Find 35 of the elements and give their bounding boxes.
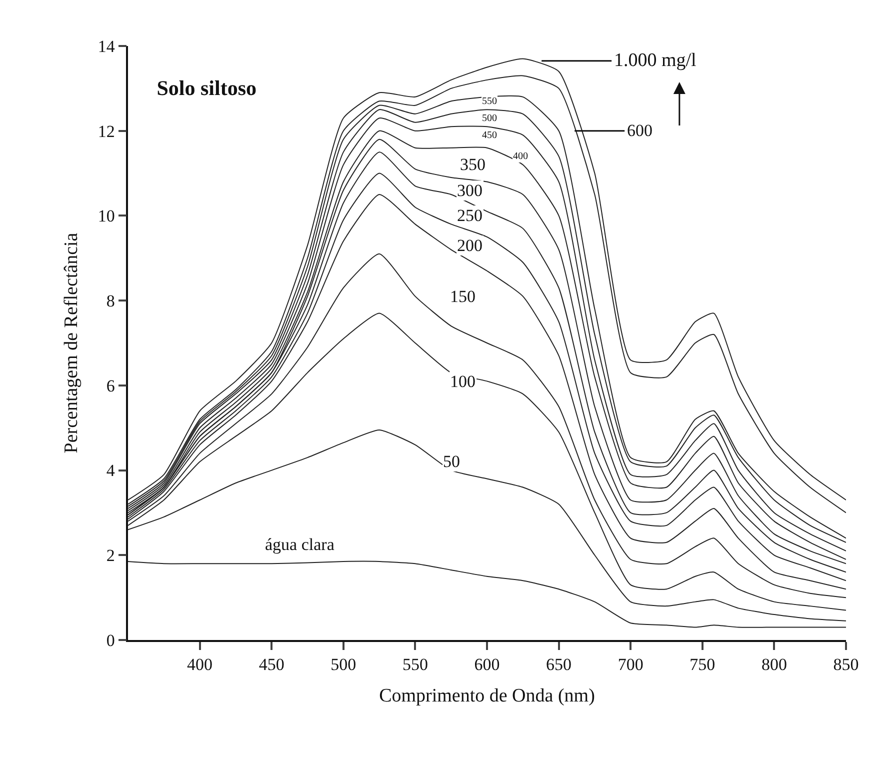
y-tick-label: 12 [98, 122, 115, 141]
x-tick-label: 600 [474, 655, 500, 674]
annotation: 1.000 mg/l [614, 50, 696, 71]
annotation: 300 [457, 181, 482, 200]
annotation: 150 [450, 287, 476, 306]
x-tick-label: 750 [690, 655, 716, 674]
y-tick-label: 6 [106, 376, 115, 396]
x-axis-title: Comprimento de Onda (nm) [379, 685, 595, 706]
annotation: 550 [482, 96, 497, 107]
x-tick-label: 800 [761, 655, 787, 674]
x-tick-label: 450 [258, 655, 284, 674]
y-tick-label: 2 [106, 546, 115, 566]
annotation: 50 [443, 452, 460, 471]
x-tick-label: 400 [187, 655, 213, 674]
annotation: 100 [450, 372, 476, 391]
annotation: 500 [482, 113, 497, 124]
y-tick-label: 8 [106, 292, 115, 311]
y-tick-label: 10 [98, 206, 115, 226]
x-tick-label: 550 [402, 655, 428, 674]
y-tick-label: 4 [106, 461, 116, 480]
text: Solo siltoso [156, 76, 256, 100]
annotation: água clara [265, 535, 335, 554]
annotation: 350 [460, 155, 486, 174]
annotation: 450 [482, 130, 497, 141]
x-tick-label: 500 [330, 655, 356, 674]
x-tick-label: 700 [618, 655, 644, 674]
y-tick-label: 14 [98, 36, 116, 56]
annotation: 250 [457, 206, 482, 225]
annotation: 400 [513, 151, 528, 162]
annotation: 200 [457, 236, 482, 255]
annotation: 600 [627, 121, 652, 140]
x-tick-label: 850 [833, 655, 859, 674]
x-tick-label: 650 [546, 655, 572, 674]
y-tick-label: 0 [106, 630, 115, 650]
y-axis-title: Percentagem de Reflectância [61, 232, 82, 454]
